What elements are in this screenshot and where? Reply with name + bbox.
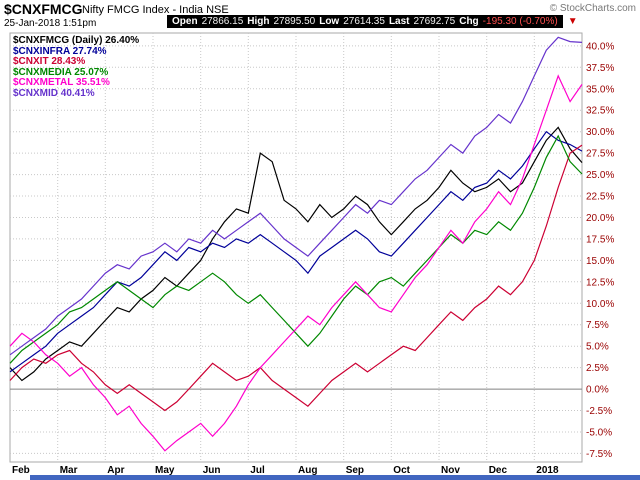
last-label: Last (388, 16, 410, 27)
legend-item: $CNXMID 40.41% (13, 87, 95, 99)
quote-bar: Open 27866.15 High 27895.50 Low 27614.35… (167, 15, 563, 28)
x-tick-label: Dec (489, 465, 508, 476)
y-tick-label: -5.0% (586, 428, 612, 439)
x-tick-label: Jul (250, 465, 265, 476)
high-label: High (247, 16, 270, 27)
symbol-ticker: $CNXFMCG (4, 1, 83, 17)
x-tick-label: Apr (107, 465, 124, 476)
y-tick-label: 7.5% (586, 320, 609, 331)
series-line-cnxmetal (9, 74, 583, 452)
chg-label: Chg (459, 16, 479, 27)
x-tick-label: Aug (298, 465, 317, 476)
legend-item: $CNXIT 28.43% (13, 56, 86, 67)
y-tick-label: 20.0% (586, 213, 614, 224)
y-tick-label: 25.0% (586, 170, 614, 181)
x-tick-label: Sep (346, 465, 364, 476)
y-tick-label: 0.0% (586, 385, 609, 396)
low-value: 27614.35 (343, 16, 385, 27)
x-tick-label: Nov (441, 465, 460, 476)
series-line-cnxmid (9, 36, 583, 356)
y-tick-label: 30.0% (586, 127, 614, 138)
y-tick-label: 40.0% (586, 41, 614, 52)
bottom-bar (30, 475, 640, 480)
y-tick-label: 17.5% (586, 234, 614, 245)
y-tick-label: 35.0% (586, 84, 614, 95)
chart-legend: $CNXFMCG (Daily) 26.40% $CNXINFRA 27.74% $… (13, 35, 140, 99)
quote-row: Open 27866.15 High 27895.50 Low 27614.35… (167, 15, 578, 28)
x-tick-label: May (155, 465, 175, 476)
y-tick-label: 37.5% (586, 63, 614, 74)
y-tick-label: -2.5% (586, 406, 612, 417)
low-label: Low (319, 16, 340, 27)
series-line-cnxit (9, 144, 583, 412)
series-line-cnxmedia (9, 134, 583, 364)
y-tick-label: 10.0% (586, 299, 614, 310)
down-triangle-icon: ▼ (567, 16, 578, 27)
x-tick-label: Jun (203, 465, 221, 476)
chg-value: -195.30 (-0.70%) (482, 16, 558, 27)
high-value: 27895.50 (273, 16, 316, 27)
series-line-cnxinfra (9, 130, 583, 373)
x-tick-label: Oct (393, 465, 410, 476)
open-value: 27866.15 (201, 16, 244, 27)
x-tick-label: Mar (60, 465, 78, 476)
series-line-cnxfmcg (9, 126, 583, 382)
legend-item: $CNXMEDIA 25.07% (13, 66, 109, 78)
y-tick-label: 15.0% (586, 256, 614, 267)
open-label: Open (172, 16, 198, 27)
last-value: 27692.75 (413, 16, 456, 27)
legend-item: $CNXINFRA 27.74% (13, 45, 107, 57)
performance-chart: 40.0% 37.5% 35.0% 32.5% 30.0% 27.5% 25.0% 22.5%… (9, 32, 614, 476)
y-tick-label: 12.5% (586, 277, 614, 288)
chart-title: Nifty FMCG Index - India NSE (82, 4, 229, 16)
y-tick-label: 22.5% (586, 192, 614, 203)
y-tick-label: 5.0% (586, 342, 609, 353)
chart-datetime: 25-Jan-2018 1:51pm (4, 18, 97, 29)
y-tick-label: 2.5% (586, 363, 609, 374)
y-tick-label: -7.5% (586, 449, 612, 460)
legend-item: $CNXFMCG (Daily) 26.40% (13, 35, 140, 46)
stockcharts-copyright: © StockCharts.com (549, 3, 636, 14)
x-tick-label: 2018 (536, 465, 559, 476)
y-tick-label: 27.5% (586, 149, 614, 160)
x-tick-label: Feb (12, 465, 30, 476)
y-tick-label: 32.5% (586, 106, 614, 117)
legend-item: $CNXMETAL 35.51% (13, 77, 110, 88)
